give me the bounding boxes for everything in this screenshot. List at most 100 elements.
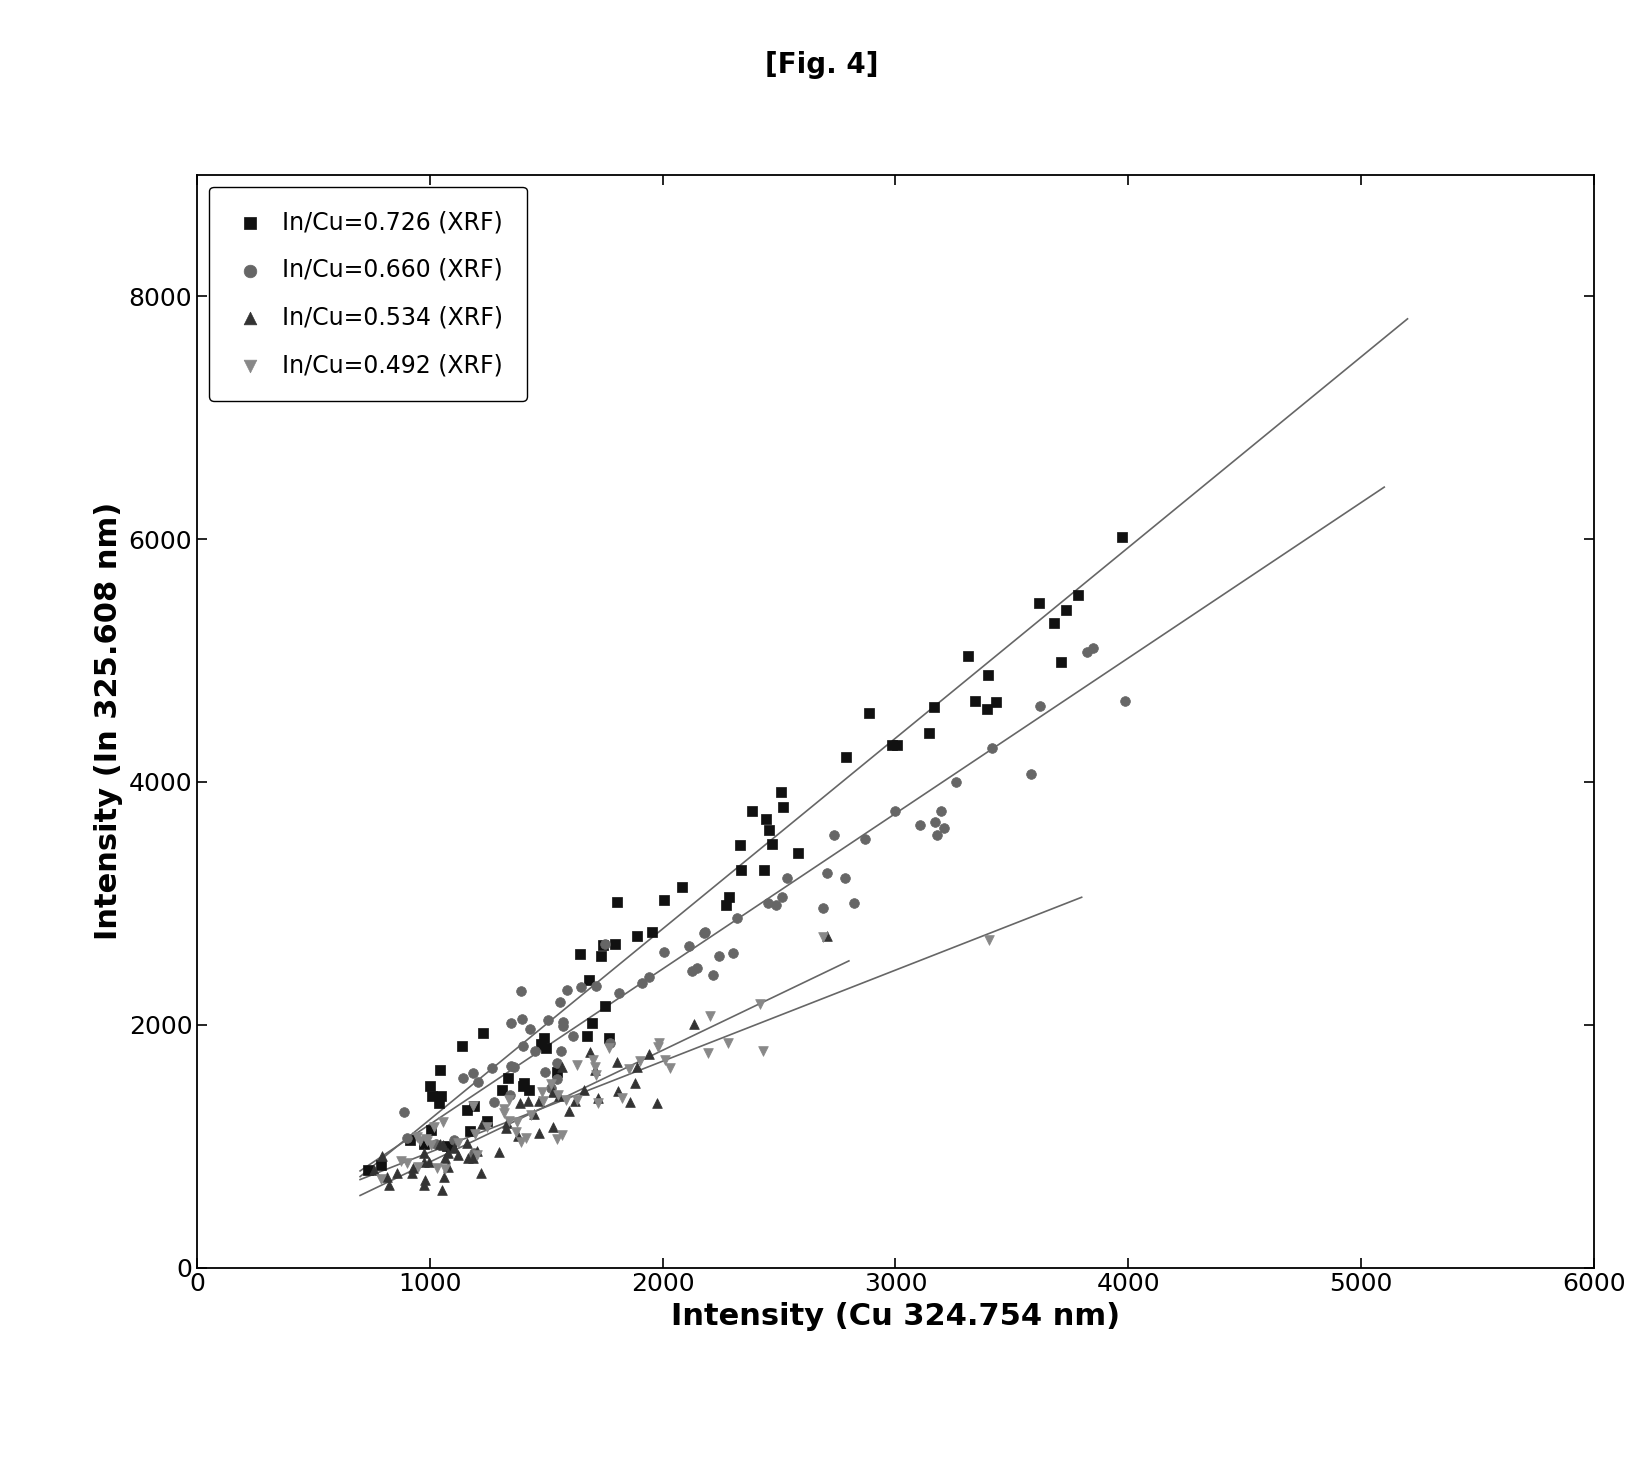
In/Cu=0.534 (XRF) xyxy=(526,1122,552,1145)
In/Cu=0.492 (XRF) xyxy=(608,1087,634,1110)
In/Cu=0.660 (XRF) xyxy=(683,956,710,979)
In/Cu=0.660 (XRF) xyxy=(532,1061,559,1084)
In/Cu=0.492 (XRF) xyxy=(368,1167,394,1190)
In/Cu=0.660 (XRF) xyxy=(508,979,534,1002)
In/Cu=0.492 (XRF) xyxy=(539,1072,565,1096)
In/Cu=0.534 (XRF) xyxy=(370,1144,396,1167)
In/Cu=0.726 (XRF) xyxy=(588,944,614,967)
In/Cu=0.726 (XRF) xyxy=(623,924,649,947)
In/Cu=0.492 (XRF) xyxy=(564,1053,590,1077)
In/Cu=0.726 (XRF) xyxy=(411,1132,437,1155)
In/Cu=0.492 (XRF) xyxy=(463,1144,490,1167)
In/Cu=0.726 (XRF) xyxy=(567,943,593,966)
In/Cu=0.660 (XRF) xyxy=(509,1007,536,1030)
In/Cu=0.534 (XRF) xyxy=(383,1161,409,1185)
In/Cu=0.660 (XRF) xyxy=(943,771,969,794)
In/Cu=0.726 (XRF) xyxy=(856,702,882,726)
In/Cu=0.726 (XRF) xyxy=(713,893,739,916)
In/Cu=0.492 (XRF) xyxy=(652,1048,679,1071)
In/Cu=0.726 (XRF) xyxy=(922,695,948,718)
In/Cu=0.726 (XRF) xyxy=(752,807,779,830)
In/Cu=0.660 (XRF) xyxy=(882,798,909,822)
In/Cu=0.660 (XRF) xyxy=(554,978,580,1001)
In/Cu=0.492 (XRF) xyxy=(518,1103,544,1126)
In/Cu=0.534 (XRF) xyxy=(585,1087,611,1110)
In/Cu=0.726 (XRF) xyxy=(516,1078,542,1101)
In/Cu=0.534 (XRF) xyxy=(493,1116,519,1139)
In/Cu=0.534 (XRF) xyxy=(373,1164,399,1187)
In/Cu=0.726 (XRF) xyxy=(833,745,859,768)
In/Cu=0.726 (XRF) xyxy=(426,1091,452,1115)
In/Cu=0.660 (XRF) xyxy=(478,1056,504,1080)
X-axis label: Intensity (Cu 324.754 nm): Intensity (Cu 324.754 nm) xyxy=(670,1303,1121,1332)
In/Cu=0.726 (XRF) xyxy=(355,1158,381,1182)
In/Cu=0.534 (XRF) xyxy=(399,1157,426,1180)
In/Cu=0.534 (XRF) xyxy=(603,1050,629,1074)
In/Cu=0.660 (XRF) xyxy=(596,1032,623,1055)
In/Cu=0.660 (XRF) xyxy=(706,944,733,967)
In/Cu=0.726 (XRF) xyxy=(963,689,989,712)
In/Cu=0.492 (XRF) xyxy=(582,1056,608,1080)
In/Cu=0.534 (XRF) xyxy=(514,1090,541,1113)
In/Cu=0.534 (XRF) xyxy=(411,1173,437,1196)
In/Cu=0.660 (XRF) xyxy=(636,965,662,988)
In/Cu=0.534 (XRF) xyxy=(376,1173,403,1196)
In/Cu=0.534 (XRF) xyxy=(616,1090,642,1113)
In/Cu=0.726 (XRF) xyxy=(573,1024,600,1048)
In/Cu=0.660 (XRF) xyxy=(692,921,718,944)
In/Cu=0.492 (XRF) xyxy=(503,1120,529,1144)
In/Cu=0.492 (XRF) xyxy=(404,1155,430,1179)
In/Cu=0.534 (XRF) xyxy=(468,1113,495,1136)
In/Cu=0.660 (XRF) xyxy=(460,1061,486,1084)
In/Cu=0.534 (XRF) xyxy=(577,1040,603,1064)
In/Cu=0.534 (XRF) xyxy=(412,1169,439,1192)
In/Cu=0.534 (XRF) xyxy=(398,1161,424,1185)
In/Cu=0.534 (XRF) xyxy=(644,1091,670,1115)
In/Cu=0.534 (XRF) xyxy=(605,1080,631,1103)
In/Cu=0.660 (XRF) xyxy=(1027,695,1053,718)
In/Cu=0.492 (XRF) xyxy=(529,1080,555,1103)
In/Cu=0.660 (XRF) xyxy=(810,896,836,919)
In/Cu=0.660 (XRF) xyxy=(440,1129,467,1152)
In/Cu=0.660 (XRF) xyxy=(481,1090,508,1113)
In/Cu=0.726 (XRF) xyxy=(511,1071,537,1094)
In/Cu=0.726 (XRF) xyxy=(527,1033,554,1056)
In/Cu=0.534 (XRF) xyxy=(361,1158,388,1182)
In/Cu=0.534 (XRF) xyxy=(411,1142,437,1166)
In/Cu=0.534 (XRF) xyxy=(549,1056,575,1080)
In/Cu=0.726 (XRF) xyxy=(669,876,695,899)
In/Cu=0.492 (XRF) xyxy=(414,1129,440,1152)
In/Cu=0.660 (XRF) xyxy=(509,1034,536,1058)
In/Cu=0.492 (XRF) xyxy=(432,1157,458,1180)
In/Cu=0.660 (XRF) xyxy=(756,892,782,915)
In/Cu=0.492 (XRF) xyxy=(462,1123,488,1147)
In/Cu=0.534 (XRF) xyxy=(624,1055,651,1078)
In/Cu=0.534 (XRF) xyxy=(465,1139,491,1163)
In/Cu=0.492 (XRF) xyxy=(424,1157,450,1180)
In/Cu=0.726 (XRF) xyxy=(1065,584,1091,608)
In/Cu=0.534 (XRF) xyxy=(526,1090,552,1113)
In/Cu=0.660 (XRF) xyxy=(822,823,848,847)
In/Cu=0.534 (XRF) xyxy=(426,1132,452,1155)
In/Cu=0.660 (XRF) xyxy=(774,865,800,889)
In/Cu=0.492 (XRF) xyxy=(616,1056,642,1080)
In/Cu=0.726 (XRF) xyxy=(434,1135,460,1158)
In/Cu=0.726 (XRF) xyxy=(488,1078,514,1101)
In/Cu=0.492 (XRF) xyxy=(580,1048,606,1071)
In/Cu=0.492 (XRF) xyxy=(596,1036,623,1059)
In/Cu=0.534 (XRF) xyxy=(582,1058,608,1081)
In/Cu=0.726 (XRF) xyxy=(784,841,810,864)
In/Cu=0.534 (XRF) xyxy=(521,1101,547,1125)
In/Cu=0.492 (XRF) xyxy=(626,1049,652,1072)
In/Cu=0.534 (XRF) xyxy=(545,1084,572,1107)
In/Cu=0.726 (XRF) xyxy=(417,1074,444,1097)
In/Cu=0.726 (XRF) xyxy=(751,858,777,881)
In/Cu=0.660 (XRF) xyxy=(518,1017,544,1040)
In/Cu=0.534 (XRF) xyxy=(680,1013,706,1036)
In/Cu=0.534 (XRF) xyxy=(621,1072,647,1096)
In/Cu=0.726 (XRF) xyxy=(739,800,766,823)
In/Cu=0.726 (XRF) xyxy=(639,921,665,944)
In/Cu=0.726 (XRF) xyxy=(449,1034,475,1058)
In/Cu=0.660 (XRF) xyxy=(629,972,656,995)
In/Cu=0.660 (XRF) xyxy=(496,1084,522,1107)
